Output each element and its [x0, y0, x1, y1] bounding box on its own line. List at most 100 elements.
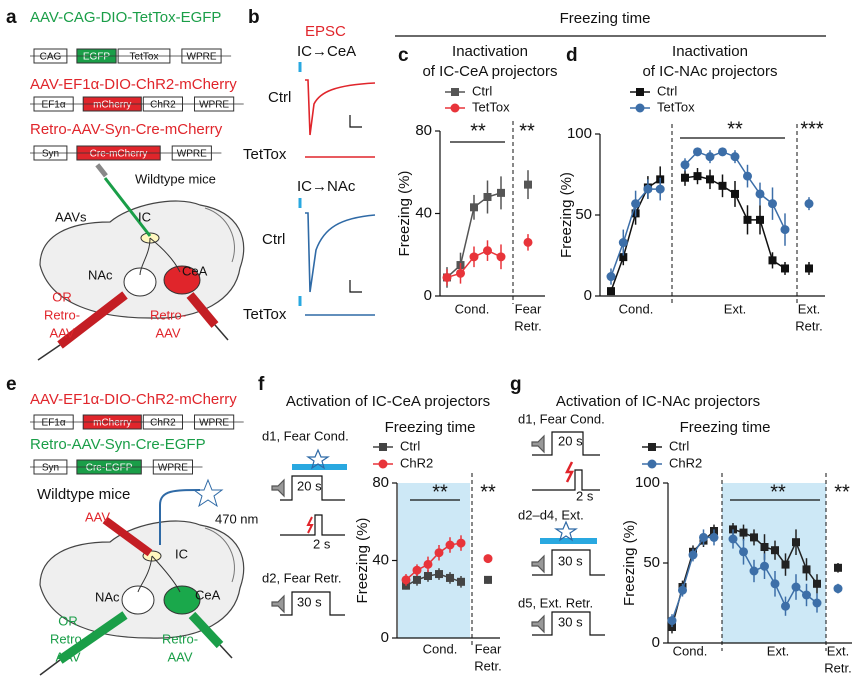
brain-a — [37, 163, 245, 361]
data-point — [731, 189, 739, 198]
x-group-label: Ext. — [724, 301, 746, 316]
x-group-label: Cond. — [619, 301, 654, 316]
data-point — [813, 579, 821, 588]
legend-marker — [636, 88, 644, 96]
data-point — [680, 160, 690, 170]
construct-name: AAV-EF1α-DIO-ChR2-mCherry — [30, 391, 237, 408]
data-point — [728, 534, 738, 544]
construct-part-label: WPRE — [199, 100, 229, 111]
y-tick-label: 40 — [415, 204, 432, 221]
data-point — [706, 175, 714, 184]
data-point — [739, 547, 748, 557]
data-point — [497, 188, 505, 197]
legend-label: Ctrl — [657, 83, 677, 98]
legend-marker — [451, 88, 459, 96]
construct-part-label: Syn — [42, 149, 59, 160]
construct-part-label: WPRE — [177, 149, 207, 160]
construct-part-label: TetTox — [130, 52, 159, 63]
protocol-duration: 20 s — [558, 433, 583, 448]
data-point — [705, 152, 715, 162]
brain-e — [39, 478, 245, 676]
x-group-label: Ext. — [798, 301, 820, 316]
protocol-duration: 30 s — [297, 594, 322, 609]
chart-title: Activation of IC-CeA projectors — [286, 393, 490, 410]
data-point — [833, 584, 843, 594]
panel-letter: g — [510, 374, 522, 395]
brain-label: NAc — [88, 267, 113, 282]
data-point — [606, 272, 616, 282]
chart-title: of IC-CeA projectors — [422, 63, 557, 80]
legend-label: Ctrl — [400, 438, 420, 453]
data-point — [781, 560, 790, 569]
data-point — [412, 565, 422, 575]
data-point — [496, 252, 506, 262]
significance: ** — [480, 481, 496, 503]
data-point — [619, 253, 628, 262]
legend-label: Ctrl — [472, 83, 492, 98]
pathway-label: IC→CeA — [297, 43, 356, 60]
data-point — [743, 215, 752, 224]
construct-part-label: WPRE — [158, 463, 188, 474]
construct-part-label: ChR2 — [150, 100, 176, 111]
shaded-region — [722, 483, 826, 643]
data-point — [442, 272, 452, 282]
brain-label: AAV — [85, 509, 110, 524]
construct-name: Retro-AAV-Syn-Cre-EGFP — [30, 436, 206, 453]
data-point — [756, 215, 764, 224]
protocol-duration: 30 s — [558, 553, 583, 568]
construct-part-label: EF1α — [42, 100, 66, 111]
y-axis-label: Freezing (%) — [396, 171, 413, 257]
y-axis-label: Freezing (%) — [354, 518, 371, 604]
y-tick-label: 0 — [584, 287, 592, 304]
y-tick-label: 40 — [372, 551, 389, 568]
y-tick-label: 0 — [424, 287, 432, 304]
protocol-duration: 2 s — [313, 536, 331, 551]
significance: ** — [470, 120, 486, 142]
significance: ** — [519, 120, 535, 142]
data-point — [802, 565, 811, 574]
header: Freezing time — [560, 10, 651, 27]
chart-subtitle: Freezing time — [385, 419, 476, 436]
x-group-label: Fear — [515, 301, 542, 316]
data-point — [760, 561, 769, 571]
data-point — [768, 256, 777, 265]
data-point — [780, 225, 790, 235]
brain-label: NAc — [95, 589, 120, 604]
data-point — [435, 570, 443, 579]
x-group-label: Cond. — [673, 643, 708, 658]
legend-label: Ctrl — [669, 438, 689, 453]
data-point — [755, 189, 765, 199]
protocol-label: d2, Fear Retr. — [262, 570, 341, 585]
chart-title: Inactivation — [452, 43, 528, 60]
brain-label: IC — [138, 209, 151, 224]
injection-label: AAV — [49, 325, 74, 340]
construct-part-label: EGFP — [83, 52, 111, 63]
significance: *** — [800, 118, 824, 140]
x-group-label: Cond. — [455, 301, 490, 316]
epsc-label: EPSC — [305, 23, 346, 40]
data-point — [678, 585, 687, 595]
light-label: 470 nm — [215, 511, 258, 526]
y-tick-label: 50 — [643, 554, 660, 571]
data-point — [483, 246, 492, 256]
data-point — [749, 566, 759, 576]
data-point — [483, 193, 492, 201]
data-point — [804, 199, 814, 209]
trace-label: Ctrl — [262, 231, 285, 248]
legend-label: ChR2 — [400, 455, 433, 470]
y-tick-label: 80 — [415, 122, 432, 139]
data-point — [631, 199, 641, 209]
data-point — [768, 199, 777, 209]
construct-name: Retro-AAV-Syn-Cre-mCherry — [30, 121, 223, 138]
data-point — [718, 181, 727, 190]
data-point — [484, 575, 492, 584]
data-point — [781, 264, 789, 273]
significance: ** — [770, 481, 786, 503]
mouse-label: Wildtype mice — [135, 171, 216, 186]
injection-label: OR — [52, 289, 72, 304]
protocol-duration: 30 s — [558, 614, 583, 629]
injection-label: AAV — [155, 325, 180, 340]
x-group-label: Ext. — [767, 643, 789, 658]
significance: ** — [432, 481, 448, 503]
